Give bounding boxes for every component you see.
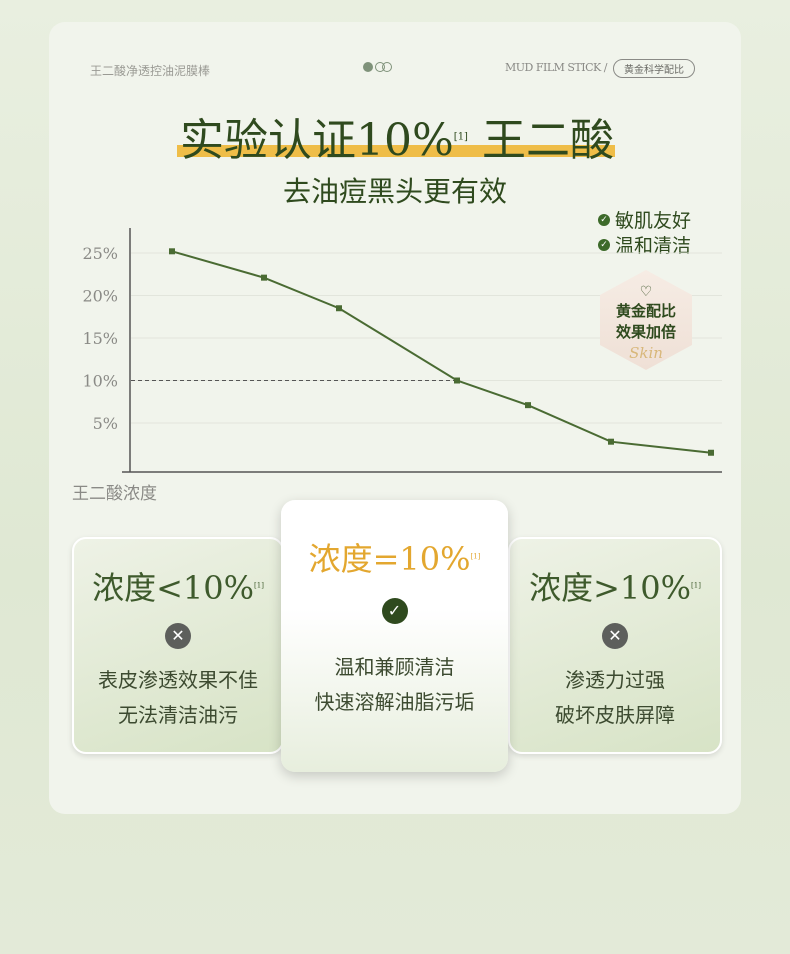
badge-line1: 黄金配比 bbox=[615, 302, 676, 320]
y-tick-label: 25% bbox=[82, 244, 118, 263]
data-point bbox=[454, 377, 460, 384]
card-low: 浓度<10%[1] ✕ 表皮渗透效果不佳 无法清洁油污 bbox=[72, 537, 284, 754]
card-title: 浓度=10%[1] bbox=[308, 540, 481, 578]
card-line: 破坏皮肤屏障 bbox=[555, 703, 675, 727]
check-icon: ✓ bbox=[598, 213, 610, 226]
card-title: 浓度>10%[1] bbox=[529, 569, 701, 607]
x-icon: ✕ bbox=[602, 623, 628, 649]
card-line: 无法清洁油污 bbox=[118, 703, 238, 727]
card-optimal: 浓度=10%[1] ✓ 温和兼顾清洁 快速溶解油脂污垢 bbox=[281, 500, 508, 772]
page-dots bbox=[363, 62, 392, 72]
x-axis-label: 王二酸浓度 bbox=[72, 484, 157, 504]
data-point bbox=[608, 438, 614, 445]
title-highlight bbox=[177, 145, 615, 157]
y-tick-label: 5% bbox=[93, 414, 118, 433]
badge-line2: 效果加倍 bbox=[615, 323, 676, 341]
data-point bbox=[525, 402, 531, 409]
feature-item: ✓ 敏肌友好 bbox=[598, 206, 691, 233]
y-tick-label: 10% bbox=[82, 372, 118, 391]
page-title: 实验认证10%[1] 王二酸 bbox=[180, 115, 614, 166]
card-line: 温和兼顾清洁 bbox=[334, 655, 455, 679]
line-chart: 25% 20% 15% 10% 5% bbox=[82, 228, 722, 473]
card-line: 渗透力过强 bbox=[565, 668, 665, 692]
check-icon: ✓ bbox=[381, 598, 408, 624]
card-line: 表皮渗透效果不佳 bbox=[98, 668, 258, 692]
subtitle: 去油痘黑头更有效 bbox=[282, 175, 507, 208]
product-english: MUD FILM STICK / bbox=[505, 61, 607, 74]
y-tick-label: 20% bbox=[82, 287, 118, 306]
badge-script-text: Skin bbox=[629, 344, 663, 362]
card-line: 快速溶解油脂污垢 bbox=[314, 690, 475, 714]
y-tick-label: 15% bbox=[82, 329, 118, 348]
feature-item: ✓ 温和清洁 bbox=[598, 231, 691, 258]
data-point bbox=[708, 449, 714, 456]
header-pill: 黄金科学配比 bbox=[613, 59, 695, 78]
brand-name: 王二酸净透控油泥膜棒 bbox=[90, 64, 211, 78]
data-point bbox=[336, 305, 342, 312]
heart-icon: ♡ bbox=[639, 284, 653, 300]
card-high: 浓度>10%[1] ✕ 渗透力过强 破坏皮肤屏障 bbox=[508, 537, 722, 754]
data-point bbox=[169, 248, 175, 255]
card-title: 浓度<10%[1] bbox=[92, 569, 264, 607]
check-icon: ✓ bbox=[598, 238, 610, 251]
data-point bbox=[261, 274, 267, 281]
x-icon: ✕ bbox=[165, 623, 191, 649]
